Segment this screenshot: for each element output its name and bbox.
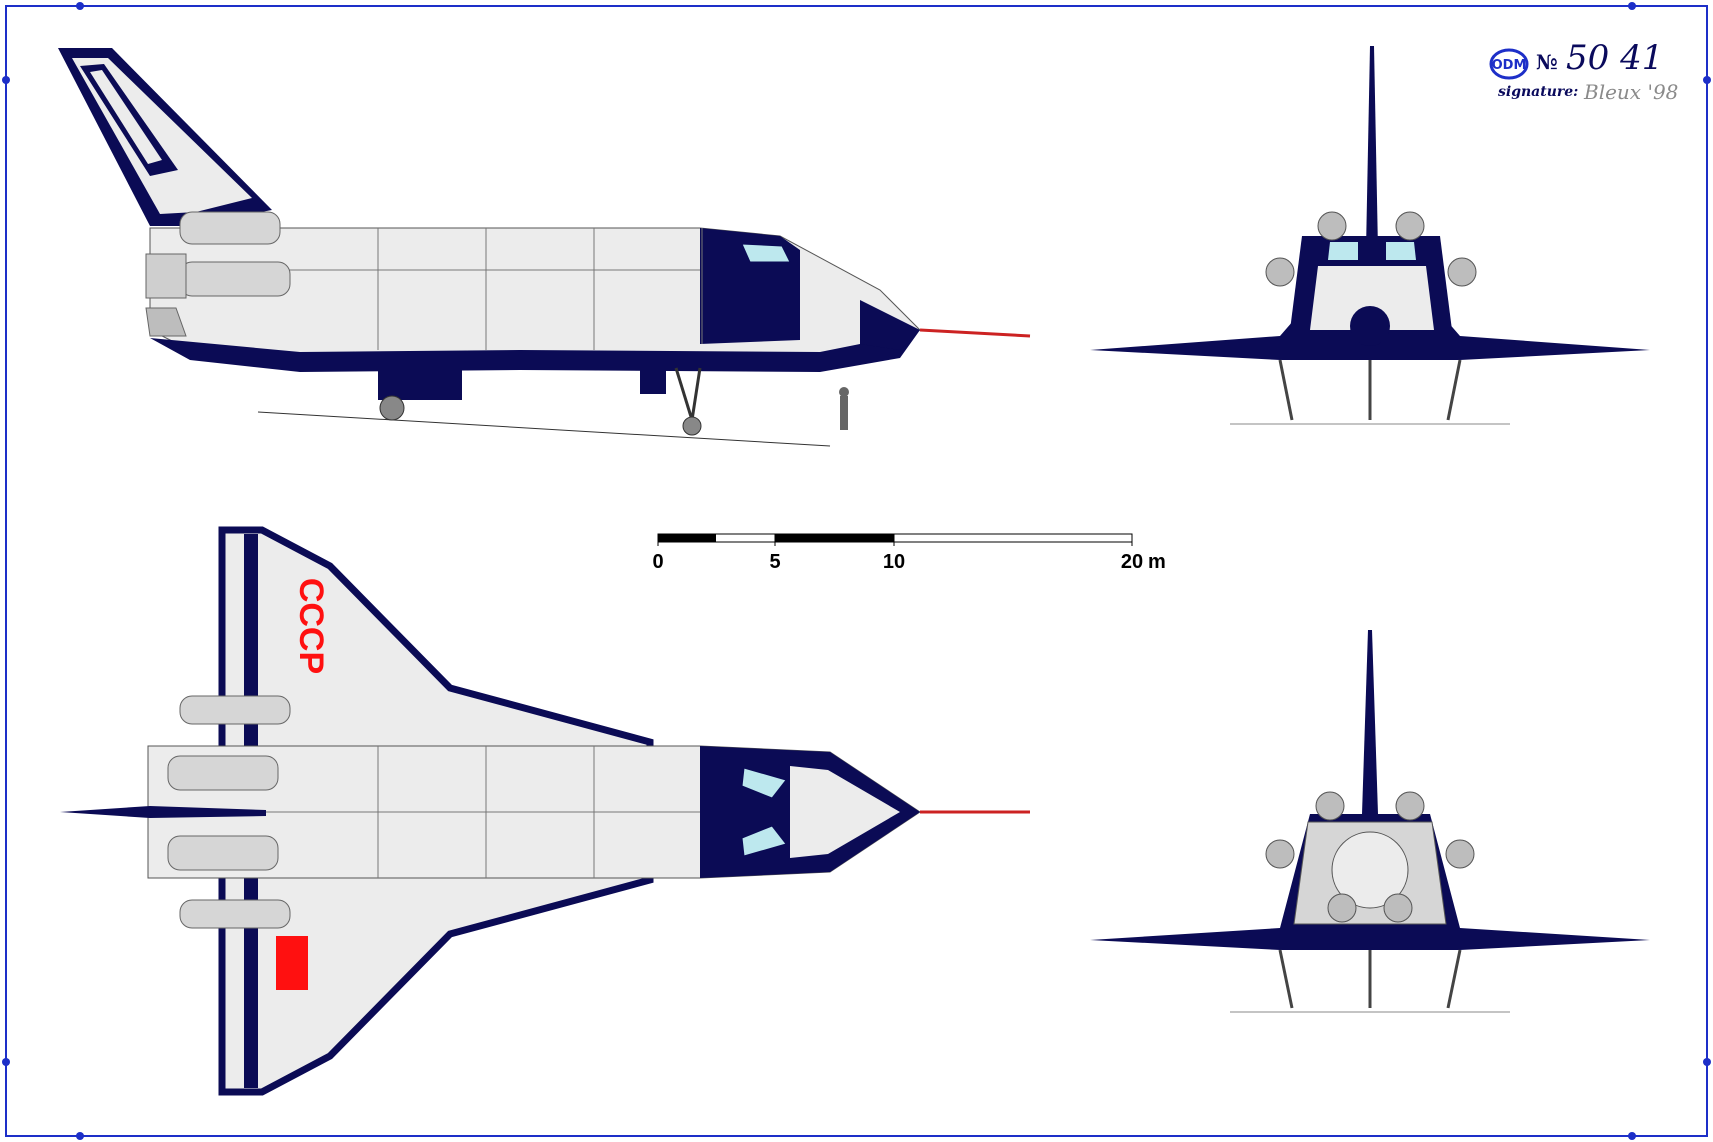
- side-view: [58, 48, 1031, 447]
- wing-marking: СССР: [292, 578, 330, 674]
- rear-view: [1090, 630, 1650, 1013]
- flag: [276, 936, 308, 990]
- scale-tick-5: 5: [769, 551, 780, 573]
- scale-tick-20: 20: [1121, 551, 1143, 573]
- svg-text:ODM: ODM: [1492, 58, 1527, 73]
- drawing-number: 50 41: [1566, 38, 1664, 78]
- scale-tick-0: 0: [652, 551, 663, 573]
- front-view: [1090, 46, 1650, 425]
- top-view: СССР: [60, 526, 1030, 1096]
- number-prefix: №: [1536, 50, 1558, 74]
- odm-logo: ODM: [1489, 48, 1529, 80]
- signature: Bleux '98: [1584, 80, 1679, 104]
- scale-bar: 0 5 10 20 m: [652, 533, 1166, 573]
- scale-unit: m: [1148, 551, 1166, 573]
- scale-tick-10: 10: [883, 551, 905, 573]
- signature-label: signature:: [1498, 84, 1579, 100]
